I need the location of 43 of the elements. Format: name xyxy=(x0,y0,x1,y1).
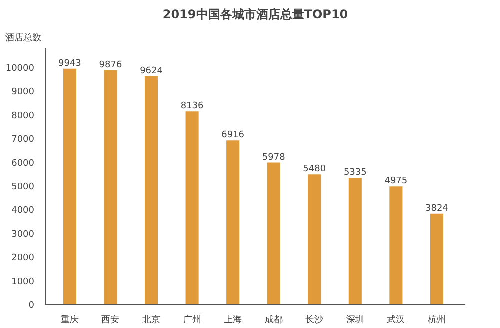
x-tick-label: 上海 xyxy=(224,314,242,326)
y-tick-label: 4000 xyxy=(12,206,35,216)
bar xyxy=(226,140,240,304)
bar xyxy=(267,162,280,304)
data-label: 3824 xyxy=(426,204,449,214)
y-tick-label: 2000 xyxy=(12,254,35,264)
bar xyxy=(430,214,444,304)
y-tick-label: 0 xyxy=(28,301,35,311)
x-tick-label: 广州 xyxy=(183,314,202,326)
y-tick-label: 9000 xyxy=(12,88,35,98)
y-tick-label: 5000 xyxy=(12,182,35,192)
y-tick-label: 3000 xyxy=(12,230,35,240)
bar xyxy=(63,68,76,304)
x-tick-label: 北京 xyxy=(142,314,161,326)
data-label: 9876 xyxy=(99,60,122,70)
data-label: 5480 xyxy=(303,164,326,175)
data-label: 9943 xyxy=(58,58,82,69)
bar xyxy=(390,186,403,304)
y-tick-label: 8000 xyxy=(12,111,35,122)
x-tick-label: 武汉 xyxy=(387,314,406,326)
data-label: 5335 xyxy=(344,168,367,178)
data-label: 8136 xyxy=(180,102,204,112)
y-axis-title: 酒店总数 xyxy=(6,32,42,44)
data-label: 9624 xyxy=(140,66,164,76)
bar xyxy=(144,76,158,304)
data-label: 6916 xyxy=(222,130,245,141)
y-tick-label: 6000 xyxy=(12,158,35,169)
x-tick-label: 深圳 xyxy=(346,314,364,326)
bar xyxy=(104,70,118,304)
x-tick-label: 重庆 xyxy=(60,314,79,326)
bar xyxy=(308,174,322,304)
bar xyxy=(186,112,199,304)
bar xyxy=(348,178,362,304)
x-tick-label: 杭州 xyxy=(426,314,446,326)
x-tick-label: 成都 xyxy=(264,314,283,326)
data-label: 5978 xyxy=(262,152,286,163)
y-tick-label: 1000 xyxy=(12,277,35,288)
chart-title: 2019中国各城市酒店总量TOP10 xyxy=(162,8,348,22)
x-tick-label: 长沙 xyxy=(306,314,324,326)
y-tick-label: 10000 xyxy=(6,64,35,74)
data-label: 4975 xyxy=(384,176,408,187)
y-tick-label: 7000 xyxy=(12,135,35,146)
x-tick-label: 西安 xyxy=(102,314,120,326)
